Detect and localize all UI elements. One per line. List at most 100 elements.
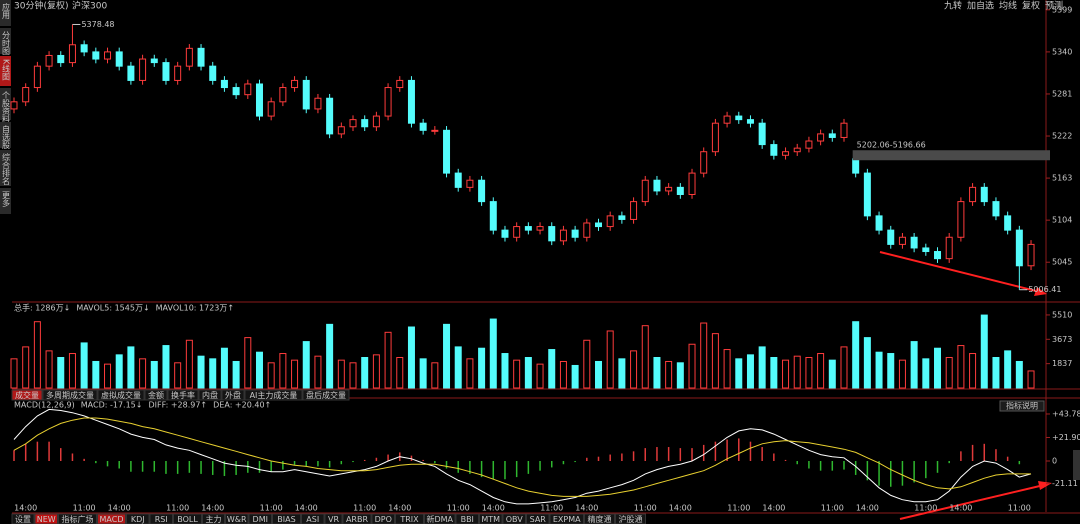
tab-label[interactable]: AI主力成交量: [250, 390, 298, 400]
sidebar-button[interactable]: [0, 122, 11, 148]
toolbar-item[interactable]: 复权: [1022, 0, 1040, 12]
tab[interactable]: [502, 513, 526, 524]
tab[interactable]: [424, 513, 456, 524]
tab-label[interactable]: BIAS: [277, 515, 295, 524]
sidebar-button[interactable]: [0, 88, 11, 120]
tab-label[interactable]: DMI: [253, 515, 268, 524]
tab[interactable]: [324, 513, 343, 524]
tab-label[interactable]: EXPMA: [553, 515, 581, 524]
tab[interactable]: [272, 513, 301, 524]
tab-label[interactable]: W&R: [227, 515, 247, 524]
tab[interactable]: [11, 389, 43, 401]
tab[interactable]: [173, 513, 202, 524]
sidebar-button[interactable]: [0, 0, 11, 26]
tab[interactable]: [248, 513, 272, 524]
indicator-button[interactable]: [999, 400, 1045, 412]
volume-bar: [209, 358, 217, 389]
sidebar-label[interactable]: 个股资料: [2, 91, 11, 124]
tab[interactable]: [97, 513, 126, 524]
tab-label[interactable]: MTM: [481, 515, 500, 524]
tab-label[interactable]: RSI: [155, 515, 168, 524]
sidebar-label[interactable]: 自选股: [2, 124, 11, 150]
tab[interactable]: [302, 389, 350, 401]
toolbar-item[interactable]: 均线: [999, 0, 1017, 12]
tab[interactable]: [58, 513, 97, 524]
sidebar-label[interactable]: K线图: [2, 59, 11, 81]
tab[interactable]: [221, 389, 245, 401]
tab-label[interactable]: 沪股通: [619, 514, 643, 524]
tab[interactable]: [371, 513, 395, 524]
tab[interactable]: [225, 513, 249, 524]
tab[interactable]: [126, 513, 150, 524]
sidebar-label[interactable]: 更多: [2, 191, 11, 208]
tab[interactable]: [198, 389, 222, 401]
tab[interactable]: [615, 513, 646, 524]
tab[interactable]: [202, 513, 225, 524]
tab-label[interactable]: DPO: [375, 515, 392, 524]
candle-body: [922, 247, 930, 253]
tab[interactable]: [97, 389, 145, 401]
candle-body: [618, 215, 626, 220]
volume-bar: [536, 363, 544, 389]
tab-label[interactable]: 多周期成交量: [46, 390, 94, 400]
tab-label[interactable]: 换手率: [171, 390, 195, 400]
tab-label[interactable]: 设置: [15, 514, 31, 524]
sidebar-button[interactable]: [0, 150, 11, 186]
volume-bar: [407, 326, 415, 389]
tab[interactable]: [584, 513, 615, 524]
x-tick-label: 11:00: [166, 504, 189, 513]
tab[interactable]: [395, 513, 424, 524]
volume-bar: [934, 347, 942, 389]
tab[interactable]: [455, 513, 479, 524]
candle-body: [595, 222, 602, 228]
candle-body: [349, 119, 357, 128]
x-tick-label: 11:00: [727, 504, 750, 513]
toolbar-item[interactable]: 加自选: [967, 0, 994, 12]
sidebar-label[interactable]: 综合排名: [2, 152, 11, 186]
toolbar-item[interactable]: 预测: [1045, 1, 1063, 12]
tab-label[interactable]: 成交量: [15, 390, 39, 400]
tab-label[interactable]: 新DMA: [426, 514, 453, 524]
tab[interactable]: [342, 513, 372, 524]
tab-label[interactable]: 金额: [148, 390, 164, 400]
tab[interactable]: [479, 513, 503, 524]
tab[interactable]: [34, 513, 58, 524]
scroll-handle[interactable]: [1073, 450, 1080, 480]
tab-label[interactable]: 指标广场: [62, 514, 94, 524]
sidebar-button[interactable]: [0, 56, 11, 86]
tab-label[interactable]: 内盘: [202, 390, 218, 400]
indicator-button-label[interactable]: 指标说明: [1006, 401, 1038, 411]
tab[interactable]: [167, 389, 199, 401]
tab-label[interactable]: OBV: [506, 515, 524, 524]
tab-label[interactable]: ARBR: [346, 515, 369, 524]
sidebar-label[interactable]: 应用: [2, 2, 11, 20]
tab-label[interactable]: 虚拟成交量: [101, 390, 141, 400]
tab-label[interactable]: 盘后成交量: [306, 390, 346, 400]
sidebar-button[interactable]: [0, 28, 11, 54]
tab-label[interactable]: SAR: [530, 515, 547, 524]
volume-bar: [372, 354, 380, 389]
tab[interactable]: [549, 513, 584, 524]
tab[interactable]: [526, 513, 550, 524]
tab-label[interactable]: ASI: [306, 515, 319, 524]
tab-label[interactable]: 外盘: [225, 390, 241, 400]
tab-label[interactable]: BOLL: [177, 515, 198, 524]
tab[interactable]: [244, 389, 303, 401]
sidebar-button[interactable]: [0, 188, 11, 214]
tab-label[interactable]: TRIX: [399, 515, 419, 524]
tab[interactable]: [301, 513, 325, 524]
toolbar-item[interactable]: 九转: [944, 0, 962, 12]
tab-label[interactable]: 主力: [206, 514, 222, 524]
tab[interactable]: [144, 389, 168, 401]
tab-label[interactable]: KDJ: [131, 515, 145, 524]
tab[interactable]: [149, 513, 173, 524]
tab[interactable]: [11, 513, 35, 524]
tab-label[interactable]: VR: [328, 515, 339, 524]
tab-label[interactable]: BBI: [461, 515, 474, 524]
tab-label[interactable]: NEW: [37, 515, 56, 524]
tab-label[interactable]: MACD: [100, 515, 124, 524]
y-tick-label: 5045: [1052, 258, 1072, 267]
tab[interactable]: [42, 389, 98, 401]
sidebar-label[interactable]: 分时图: [2, 31, 11, 56]
tab-label[interactable]: 精度通: [588, 514, 612, 524]
